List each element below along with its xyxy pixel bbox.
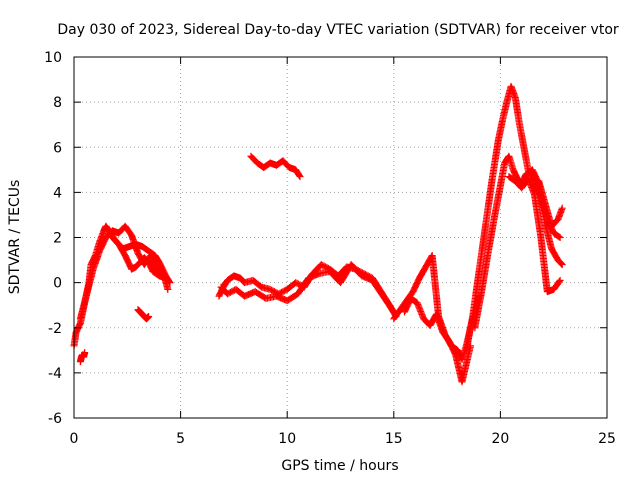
y-tick-labels: -6 -4 -2 0 2 4 6 8 10 — [44, 50, 62, 427]
y-tick-label: 8 — [53, 95, 62, 111]
y-tick-label: 4 — [53, 185, 62, 201]
x-tick-label: 20 — [491, 431, 509, 447]
series-evening-fourth — [535, 177, 566, 230]
data-series — [70, 82, 566, 386]
series-markers — [471, 152, 566, 332]
grid-lines — [74, 57, 607, 418]
series-markers — [217, 261, 398, 316]
y-tick-label: -4 — [48, 366, 62, 382]
series-markers — [134, 306, 153, 323]
series-mid-day-b — [217, 261, 398, 316]
series-markers — [76, 349, 89, 366]
tick-marks — [73, 56, 608, 419]
series-isolated-arc — [247, 152, 304, 181]
series-evening-third — [505, 173, 564, 296]
series-markers — [535, 177, 566, 230]
y-tick-label: 10 — [44, 50, 62, 66]
y-tick-label: -6 — [48, 411, 62, 427]
x-tick-label: 0 — [70, 431, 79, 447]
series-small-segment-b — [134, 306, 153, 323]
x-tick-label: 15 — [385, 431, 403, 447]
y-tick-label: 0 — [53, 276, 62, 292]
x-tick-label: 10 — [278, 431, 296, 447]
chart-title: Day 030 of 2023, Sidereal Day-to-day VTE… — [57, 22, 619, 38]
x-tick-labels: 0 5 10 15 20 25 — [70, 431, 616, 447]
series-markers — [215, 261, 400, 320]
series-afternoon-dip-b — [400, 294, 475, 386]
series-markers — [247, 152, 304, 181]
x-tick-label: 5 — [176, 431, 185, 447]
y-tick-label: -2 — [48, 321, 62, 337]
series-markers — [108, 234, 170, 282]
plot-frame — [73, 56, 608, 419]
x-axis-label: GPS time / hours — [281, 458, 398, 474]
y-tick-label: 6 — [53, 140, 62, 156]
series-markers — [505, 173, 564, 296]
y-axis-label: SDTVAR / TECUs — [7, 180, 23, 295]
series-evening-second — [471, 152, 566, 332]
x-tick-label: 25 — [598, 431, 616, 447]
series-small-segment-a — [76, 349, 89, 366]
series-main-trace-c — [108, 234, 170, 282]
y-tick-label: 2 — [53, 231, 62, 247]
series-markers — [400, 294, 475, 386]
series-mid-day-a — [215, 261, 400, 320]
